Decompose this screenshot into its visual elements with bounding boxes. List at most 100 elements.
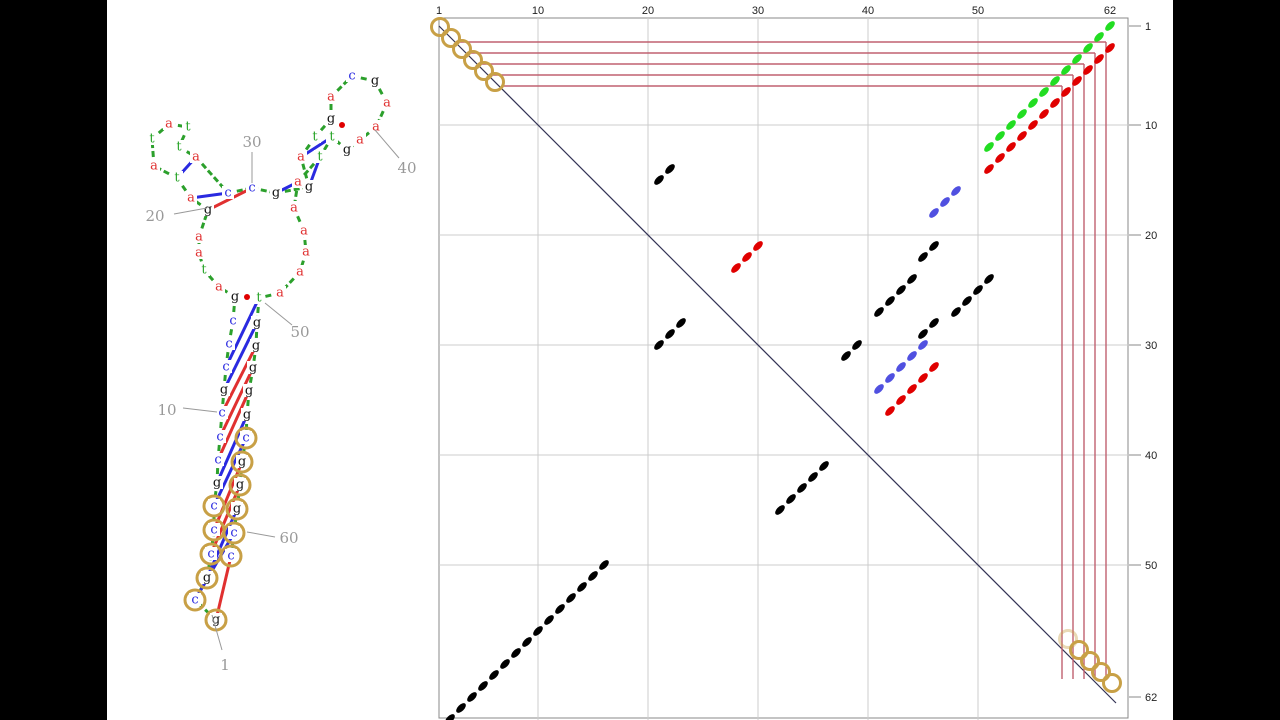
nucleotide-g: g xyxy=(253,316,261,331)
dot xyxy=(742,252,752,262)
dot xyxy=(522,637,532,647)
nucleotide-bg xyxy=(303,180,315,193)
dot xyxy=(951,186,961,196)
position-label: 60 xyxy=(279,529,298,547)
top-tick-label: 40 xyxy=(862,5,874,17)
nucleotide-a: a xyxy=(195,230,203,245)
highlight-ring xyxy=(222,521,246,545)
nucleotide-t: t xyxy=(149,132,155,147)
dot xyxy=(1072,54,1082,64)
nucleotide-bg xyxy=(218,383,230,396)
nucleotide-bg xyxy=(213,280,225,293)
position-leader-line xyxy=(173,207,208,215)
dot xyxy=(1105,43,1115,53)
nucleotide-bg xyxy=(190,150,202,163)
nucleotide-c: c xyxy=(224,186,231,201)
matrix-highlight-rings xyxy=(430,17,1122,693)
dot xyxy=(929,318,939,328)
highlight-ring xyxy=(230,450,254,474)
nucleotide-bg xyxy=(246,181,258,194)
nucleotide-bg xyxy=(346,69,358,82)
nucleotide-c: c xyxy=(248,181,255,196)
nucleotide-bg xyxy=(202,203,214,216)
nucleotide-a: a xyxy=(297,150,305,165)
nucleotide-bg xyxy=(225,549,237,562)
right-tick-label: 30 xyxy=(1145,340,1157,352)
nucleotide-bg xyxy=(250,339,262,352)
nucleotide-bg xyxy=(148,159,160,172)
nucleotide-g: g xyxy=(305,180,313,195)
nucleotide-a: a xyxy=(165,117,173,132)
position-leader-line xyxy=(182,407,218,413)
nucleotide-bg xyxy=(381,96,393,109)
nucleotide-bg xyxy=(270,186,282,199)
dot-run-black xyxy=(654,318,686,350)
dot xyxy=(1083,43,1093,53)
top-tick-label: 50 xyxy=(972,5,984,17)
dot xyxy=(1039,109,1049,119)
nucleotide-bg xyxy=(274,286,286,299)
dot xyxy=(676,318,686,328)
dot xyxy=(1006,142,1016,152)
dot xyxy=(775,505,785,515)
main-diagonal xyxy=(438,25,1117,704)
dot xyxy=(1050,98,1060,108)
dot xyxy=(445,714,455,720)
dot xyxy=(555,604,565,614)
dot xyxy=(962,296,972,306)
dot xyxy=(456,703,466,713)
right-tick-label: 62 xyxy=(1145,692,1157,704)
nucleotide-bg xyxy=(247,361,259,374)
nucleotide-t: t xyxy=(329,130,335,145)
nucleotide-a: a xyxy=(296,265,304,280)
dot-run-black xyxy=(918,318,939,339)
nucleotide-a: a xyxy=(195,246,203,261)
nucleotide-bg xyxy=(211,476,223,489)
nucleotide-a: a xyxy=(215,280,223,295)
position-label: 1 xyxy=(220,656,230,674)
nucleotide-c: c xyxy=(227,549,234,564)
highlighted-nucleotides xyxy=(183,426,258,632)
dot xyxy=(588,571,598,581)
right-tick-label: 1 xyxy=(1145,21,1151,33)
dot xyxy=(665,329,675,339)
nucleotide-c: c xyxy=(218,406,225,421)
nucleotide-g: g xyxy=(371,74,379,89)
nucleotide-bg xyxy=(241,408,253,421)
nucleotide-bg xyxy=(193,230,205,243)
position-leader-line xyxy=(374,129,400,159)
base-pair-bond xyxy=(212,461,244,531)
nucleotide-c: c xyxy=(207,547,214,562)
dot xyxy=(1039,87,1049,97)
top-tick-label: 1 xyxy=(436,5,442,17)
position-leader-line xyxy=(211,614,223,651)
nucleotide-a: a xyxy=(302,245,310,260)
dot xyxy=(654,340,664,350)
nucleotide-a: a xyxy=(276,286,284,301)
dot xyxy=(1028,120,1038,130)
nucleotide-bg xyxy=(325,112,337,125)
dot xyxy=(852,340,862,350)
highlight-ring-top xyxy=(474,61,494,81)
nucleotide-g: g xyxy=(243,408,251,423)
nucleotide-bg xyxy=(234,478,246,491)
nucleotide-t: t xyxy=(317,150,323,165)
nucleotide-t: t xyxy=(185,120,191,135)
nucleotide-bg xyxy=(214,430,226,443)
nucleotide-bg xyxy=(253,291,265,304)
base-pair-bond xyxy=(218,367,255,438)
dot xyxy=(874,307,884,317)
nucleotide-bg xyxy=(314,150,326,163)
dot xyxy=(577,582,587,592)
nucleotide-bg xyxy=(300,245,312,258)
nucleotide-g: g xyxy=(236,478,244,493)
dot xyxy=(478,681,488,691)
nucleotide-bg xyxy=(208,499,220,512)
dot-run-green xyxy=(984,21,1115,152)
highlight-ring xyxy=(195,566,219,590)
nucleotide-c: c xyxy=(216,430,223,445)
highlight-ring xyxy=(225,497,249,521)
position-label: 40 xyxy=(397,159,416,177)
dot xyxy=(896,395,906,405)
